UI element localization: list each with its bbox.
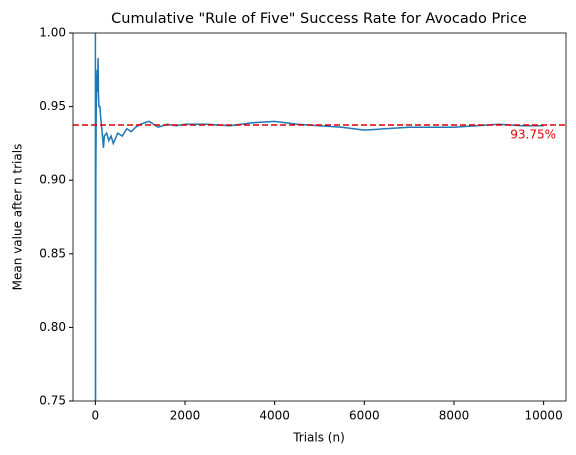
x-tick-label: 0 [92, 409, 100, 423]
y-tick-label: 0.95 [39, 99, 66, 113]
y-tick-label: 0.90 [39, 173, 66, 187]
y-axis-label: Mean value after n trials [11, 144, 25, 291]
plot-frame [72, 32, 567, 402]
chart-title: Cumulative "Rule of Five" Success Rate f… [111, 11, 527, 27]
x-tick-label: 10000 [525, 409, 563, 423]
x-axis-label: Trials (n) [292, 431, 345, 445]
y-tick-label: 0.80 [39, 320, 66, 334]
reference-label: 93.75% [510, 128, 556, 142]
y-tick-label: 1.00 [39, 26, 66, 40]
data-line [94, 33, 544, 401]
x-tick-label: 4000 [259, 409, 290, 423]
y-tick-label: 0.75 [39, 394, 66, 408]
x-tick-label: 6000 [349, 409, 380, 423]
x-tick-label: 2000 [170, 409, 201, 423]
x-tick-label: 8000 [439, 409, 470, 423]
y-tick-label: 0.85 [39, 246, 66, 260]
